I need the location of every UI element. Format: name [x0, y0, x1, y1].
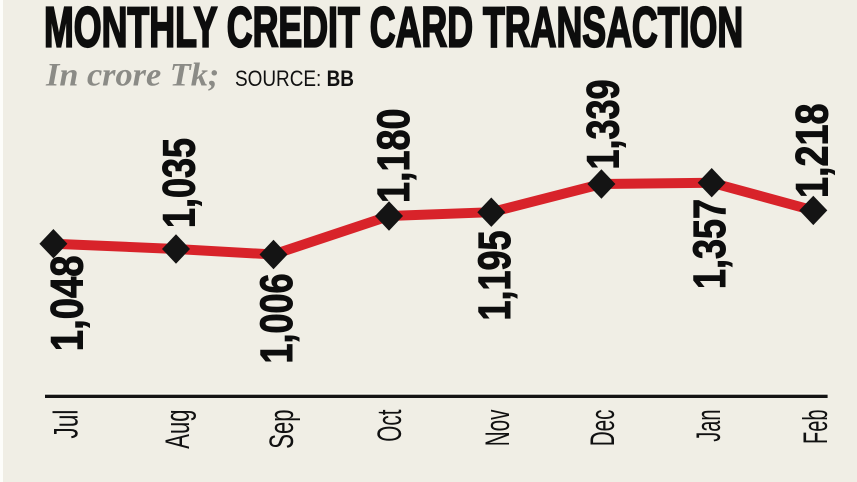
svg-text:Oct: Oct — [371, 409, 410, 441]
svg-text:Jan: Jan — [688, 410, 727, 442]
svg-text:MONTHLY CREDIT CARD TRANSACTIO: MONTHLY CREDIT CARD TRANSACTION — [44, 0, 743, 60]
svg-text:In crore Tk;: In crore Tk; — [45, 57, 219, 93]
svg-text:SOURCE: BB: SOURCE: BB — [235, 67, 354, 92]
svg-text:Jul: Jul — [48, 410, 86, 439]
svg-text:Aug: Aug — [159, 410, 197, 449]
svg-text:1,218: 1,218 — [786, 103, 837, 198]
svg-text:Dec: Dec — [584, 410, 623, 447]
svg-text:1,357: 1,357 — [684, 199, 735, 289]
svg-text:Sep: Sep — [263, 410, 301, 449]
svg-text:Feb: Feb — [795, 410, 834, 444]
svg-text:1,006: 1,006 — [251, 274, 302, 364]
svg-text:1,195: 1,195 — [469, 231, 520, 321]
svg-text:1,035: 1,035 — [154, 138, 205, 228]
svg-text:1,180: 1,180 — [368, 108, 419, 203]
svg-text:Nov: Nov — [479, 409, 518, 446]
svg-text:1,339: 1,339 — [578, 79, 629, 169]
svg-text:1,048: 1,048 — [42, 256, 93, 352]
